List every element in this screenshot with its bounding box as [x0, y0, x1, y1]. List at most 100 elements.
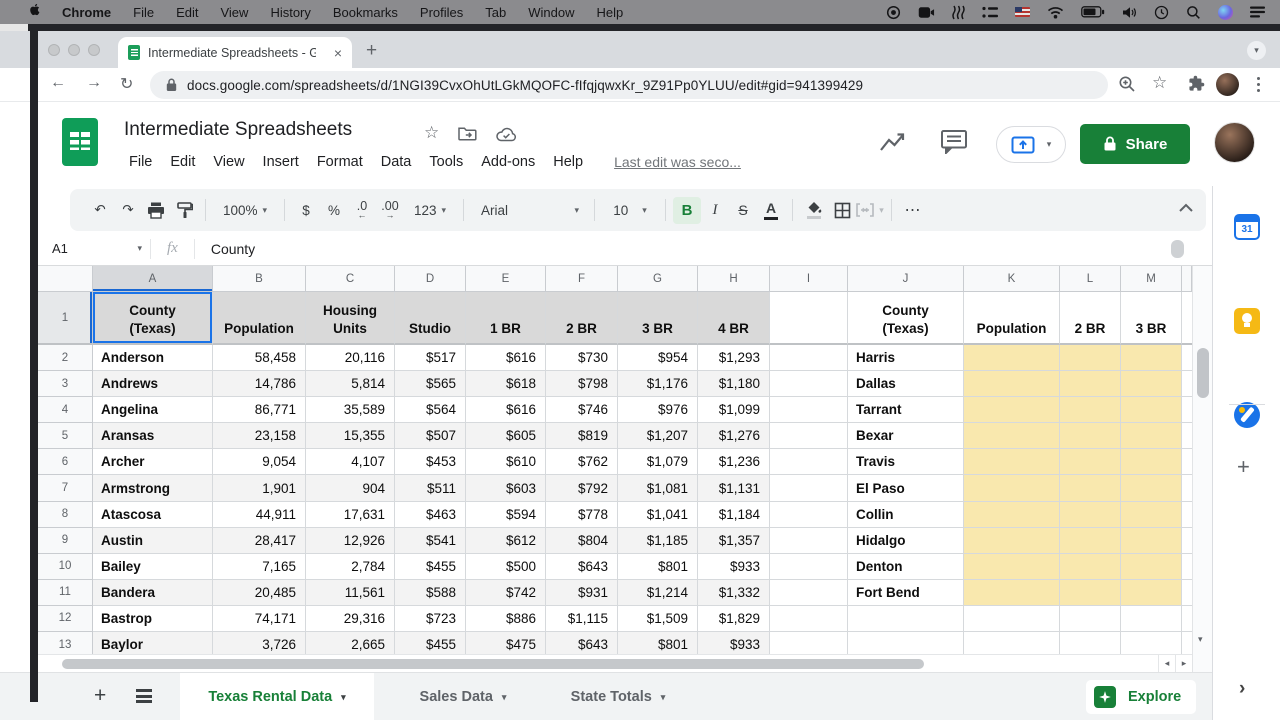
cell-F6[interactable]: $762	[546, 449, 618, 476]
apple-menu-icon[interactable]	[16, 3, 51, 21]
sidecar-icon[interactable]	[952, 5, 965, 20]
cell-F8[interactable]: $778	[546, 501, 618, 528]
star-document-icon[interactable]: ☆	[424, 123, 440, 142]
url-omnibox[interactable]: docs.google.com/spreadsheets/d/1NGI39Cvx…	[150, 71, 1108, 99]
cell-K12[interactable]	[964, 605, 1060, 633]
cell-I8[interactable]	[770, 501, 848, 528]
cell-F9[interactable]: $804	[546, 527, 618, 554]
cell-L6[interactable]	[1060, 449, 1121, 476]
cell-F5[interactable]: $819	[546, 423, 618, 450]
menu-tools[interactable]: Tools	[429, 154, 464, 170]
cell-G5[interactable]: $1,207	[618, 423, 698, 450]
cell-F1[interactable]: 2 BR	[546, 292, 618, 345]
text-color-button[interactable]: A	[757, 196, 785, 224]
back-icon[interactable]: ←	[50, 74, 66, 91]
cell-D2[interactable]: $517	[395, 345, 466, 372]
extensions-icon[interactable]	[1188, 75, 1205, 97]
cell-I6[interactable]	[770, 449, 848, 476]
cell-G7[interactable]: $1,081	[618, 475, 698, 502]
cell-J3[interactable]: Dallas	[848, 371, 964, 398]
browser-tab[interactable]: Intermediate Spreadsheets - G ×	[118, 37, 352, 68]
menu-file[interactable]: File	[129, 154, 153, 170]
cell-H3[interactable]: $1,180	[698, 371, 770, 398]
window-close-button[interactable]	[48, 44, 60, 56]
cell-L4[interactable]	[1060, 397, 1121, 424]
cell-B3[interactable]: 14,786	[213, 371, 306, 398]
bold-button[interactable]: B	[673, 196, 701, 224]
cell-H6[interactable]: $1,236	[698, 449, 770, 476]
tab-search-icon[interactable]: ▾	[1247, 41, 1266, 60]
cell-C12[interactable]: 29,316	[306, 605, 395, 633]
cell-F4[interactable]: $746	[546, 397, 618, 424]
row-header-2[interactable]: 2	[38, 345, 93, 372]
cell-F10[interactable]: $643	[546, 553, 618, 580]
cell-E13[interactable]: $475	[466, 632, 546, 659]
cell-L9[interactable]	[1060, 527, 1121, 554]
tasks-icon[interactable]	[1234, 402, 1260, 428]
cell-E12[interactable]: $886	[466, 605, 546, 633]
cell-E3[interactable]: $618	[466, 371, 546, 398]
cell-K1[interactable]: Population	[964, 292, 1060, 345]
column-header-K[interactable]: K	[964, 266, 1060, 292]
column-header-J[interactable]: J	[848, 266, 964, 292]
cell-J8[interactable]: Collin	[848, 501, 964, 528]
cell-C3[interactable]: 5,814	[306, 371, 395, 398]
cell-K5[interactable]	[964, 423, 1060, 450]
cell-J5[interactable]: Bexar	[848, 423, 964, 450]
cell-K10[interactable]	[964, 553, 1060, 580]
document-title[interactable]: Intermediate Spreadsheets	[124, 119, 353, 140]
cell-I10[interactable]	[770, 553, 848, 580]
cell-G13[interactable]: $801	[618, 632, 698, 659]
comment-history-icon[interactable]	[940, 129, 968, 159]
fill-color-button[interactable]	[800, 196, 828, 224]
sheet-tab-sales-data[interactable]: Sales Data ▾	[419, 689, 507, 705]
cell-K4[interactable]	[964, 397, 1060, 424]
cell-I4[interactable]	[770, 397, 848, 424]
cell-F11[interactable]: $931	[546, 579, 618, 606]
cell-L5[interactable]	[1060, 423, 1121, 450]
row-header-12[interactable]: 12	[38, 605, 93, 633]
cell-F3[interactable]: $798	[546, 371, 618, 398]
column-header-F[interactable]: F	[546, 266, 618, 292]
strikethrough-button[interactable]: S	[738, 202, 748, 218]
column-header-B[interactable]: B	[213, 266, 306, 292]
move-folder-icon[interactable]	[458, 126, 477, 146]
cell-D7[interactable]: $511	[395, 475, 466, 502]
cell-A2[interactable]: Anderson	[93, 345, 213, 372]
menu-help[interactable]: Help	[553, 154, 584, 170]
cell-A3[interactable]: Andrews	[93, 371, 213, 398]
cell-D6[interactable]: $453	[395, 449, 466, 476]
print-icon[interactable]	[142, 196, 170, 224]
cell-A9[interactable]: Austin	[93, 527, 213, 554]
cell-J9[interactable]: Hidalgo	[848, 527, 964, 554]
cell-H10[interactable]: $933	[698, 553, 770, 580]
window-zoom-button[interactable]	[88, 44, 100, 56]
cell-L3[interactable]	[1060, 371, 1121, 398]
scroll-right-icon[interactable]: ▸	[1175, 655, 1192, 672]
cell-B1[interactable]: Population	[213, 292, 306, 345]
zoom-select[interactable]: 100% ▾	[222, 202, 268, 218]
menubar-window[interactable]: Window	[528, 4, 575, 20]
cell-E10[interactable]: $500	[466, 553, 546, 580]
column-header-A[interactable]: A	[93, 266, 213, 292]
horizontal-scrollbar-thumb[interactable]	[62, 659, 924, 669]
menu-edit[interactable]: Edit	[170, 154, 196, 170]
cell-F7[interactable]: $792	[546, 475, 618, 502]
cell-D10[interactable]: $455	[395, 553, 466, 580]
row-header-11[interactable]: 11	[38, 579, 93, 606]
sheet-tab-caret-icon[interactable]: ▾	[660, 691, 666, 702]
menubar-edit[interactable]: Edit	[176, 4, 199, 20]
cell-C10[interactable]: 2,784	[306, 553, 395, 580]
cell-G6[interactable]: $1,079	[618, 449, 698, 476]
cell-I3[interactable]	[770, 371, 848, 398]
row-header-1[interactable]: 1	[38, 292, 93, 345]
spotlight-icon[interactable]	[1186, 5, 1201, 20]
cell-E5[interactable]: $605	[466, 423, 546, 450]
cell-H1[interactable]: 4 BR	[698, 292, 770, 345]
present-button[interactable]: ▾	[996, 126, 1066, 163]
browser-menu-icon[interactable]	[1256, 73, 1260, 96]
last-edit-link[interactable]: Last edit was seco...	[614, 154, 741, 170]
cell-H11[interactable]: $1,332	[698, 579, 770, 606]
menubar-app-name[interactable]: Chrome	[62, 4, 112, 20]
cell-A10[interactable]: Bailey	[93, 553, 213, 580]
